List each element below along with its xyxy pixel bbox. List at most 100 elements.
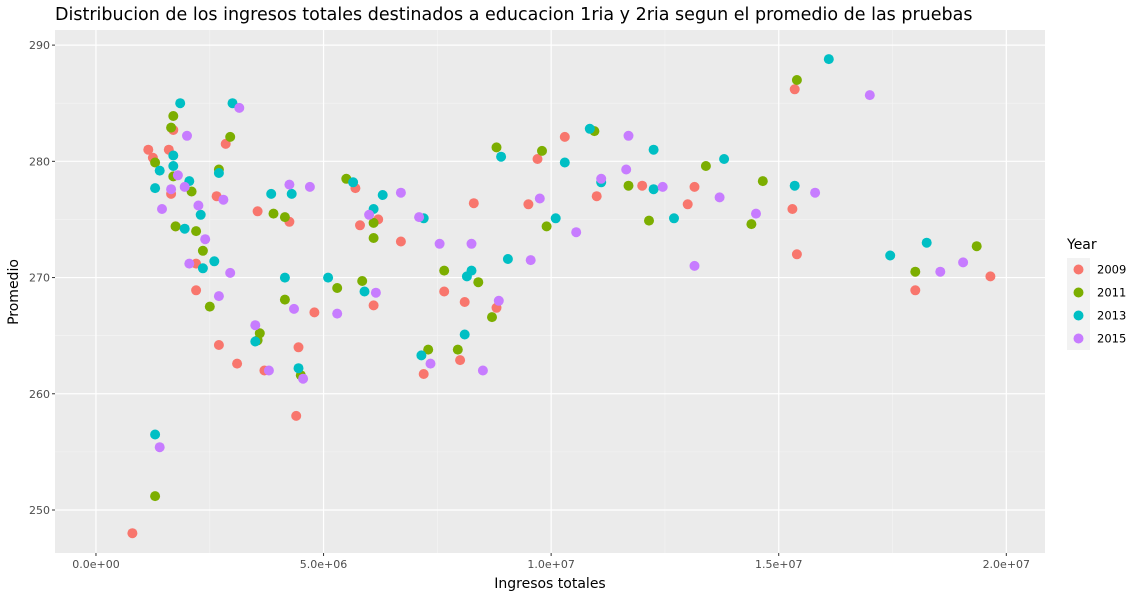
data-point-2011 (279, 294, 290, 305)
data-point-2011 (357, 276, 368, 286)
data-point-2009 (455, 355, 466, 366)
plot-panel (55, 30, 1045, 553)
legend-label-2015: 2015 (1097, 332, 1126, 346)
data-point-2009 (787, 204, 798, 214)
data-point-2013 (150, 183, 161, 194)
data-point-2013 (209, 256, 220, 267)
x-tick-label: 1.5e+07 (755, 558, 802, 571)
data-point-2009 (368, 300, 379, 311)
data-point-2015 (621, 164, 632, 175)
data-point-2013 (197, 263, 208, 274)
legend-label-2011: 2011 (1097, 286, 1126, 300)
data-point-2013 (213, 168, 224, 178)
data-point-2015 (623, 130, 634, 141)
data-point-2015 (370, 287, 381, 298)
data-point-2015 (200, 234, 211, 245)
data-point-2011 (746, 219, 757, 230)
data-point-2013 (466, 265, 477, 276)
data-point-2015 (434, 238, 445, 249)
data-point-2015 (466, 238, 477, 249)
data-point-2009 (532, 154, 543, 164)
data-point-2011 (268, 208, 279, 219)
data-point-2011 (452, 344, 463, 355)
data-point-2015 (332, 308, 343, 319)
data-point-2013 (789, 180, 800, 191)
x-tick-label: 5.0e+06 (300, 558, 347, 571)
y-tick-label: 260 (29, 388, 50, 401)
data-point-2015 (477, 365, 488, 376)
data-point-2015 (157, 204, 167, 214)
data-point-2013 (250, 336, 261, 347)
data-point-2013 (323, 272, 334, 283)
data-point-2009 (682, 199, 693, 210)
data-point-2011 (487, 312, 497, 323)
data-point-2011 (491, 142, 502, 153)
data-point-2015 (414, 212, 425, 223)
minor-gridlines (55, 30, 1045, 553)
data-point-2011 (537, 145, 547, 156)
data-point-2015 (182, 130, 192, 141)
legend: Year 2009 2011 2013 2015 (1066, 237, 1126, 350)
data-point-2011 (332, 283, 343, 293)
data-point-2009 (910, 285, 921, 296)
data-point-2011 (204, 301, 215, 312)
legend-marker-2013 (1073, 310, 1084, 321)
data-point-2013 (179, 223, 190, 234)
data-point-2013 (286, 188, 297, 199)
data-point-2013 (168, 161, 179, 171)
chart-title: Distribucion de los ingresos totales des… (55, 5, 972, 25)
data-point-2015 (864, 90, 875, 101)
major-gridlines (55, 30, 1045, 553)
data-point-2011 (644, 215, 654, 226)
data-point-2013 (150, 429, 161, 440)
data-point-2009 (689, 181, 700, 192)
data-point-2015 (810, 187, 821, 198)
data-point-2013 (921, 237, 932, 248)
data-point-2011 (473, 277, 484, 288)
data-point-2015 (751, 208, 761, 219)
data-point-2013 (359, 286, 370, 297)
y-tick-label: 290 (29, 39, 50, 52)
data-point-2009 (591, 191, 602, 202)
data-point-2009 (291, 410, 302, 421)
data-point-2011 (700, 161, 711, 171)
data-point-2011 (150, 491, 161, 502)
data-point-2015 (250, 320, 261, 331)
y-tick-label: 250 (29, 504, 50, 517)
data-point-2011 (757, 176, 768, 187)
data-point-2015 (179, 181, 190, 192)
data-point-2009 (985, 271, 996, 282)
data-point-2013 (168, 150, 179, 161)
data-point-2011 (368, 233, 379, 243)
data-point-2009 (395, 236, 406, 247)
data-point-2011 (170, 221, 181, 232)
data-point-2009 (789, 84, 800, 95)
data-point-2013 (293, 363, 304, 374)
y-tick-label: 280 (29, 155, 50, 168)
data-point-2009 (637, 180, 648, 191)
legend-label-2009: 2009 (1097, 263, 1126, 277)
x-tick-label: 0.0e+00 (72, 558, 119, 571)
data-point-2011 (150, 157, 161, 168)
data-point-2013 (459, 329, 470, 340)
data-point-2011 (910, 266, 921, 277)
data-point-2013 (348, 177, 359, 188)
data-point-2015 (714, 192, 725, 203)
data-point-2009 (418, 369, 429, 379)
data-point-2009 (232, 358, 243, 369)
data-point-2013 (885, 250, 896, 261)
data-point-2013 (719, 154, 730, 164)
data-point-2013 (502, 254, 513, 264)
data-point-2013 (648, 184, 659, 195)
data-point-2015 (213, 291, 224, 302)
data-point-2015 (284, 179, 295, 190)
data-point-2013 (648, 144, 659, 155)
data-point-2011 (197, 245, 208, 256)
data-point-2015 (225, 267, 236, 278)
y-tick-label: 270 (29, 272, 50, 285)
data-point-2013 (195, 209, 206, 220)
data-point-2015 (935, 266, 946, 277)
legend-marker-2009 (1073, 264, 1084, 275)
data-point-2015 (534, 193, 545, 204)
